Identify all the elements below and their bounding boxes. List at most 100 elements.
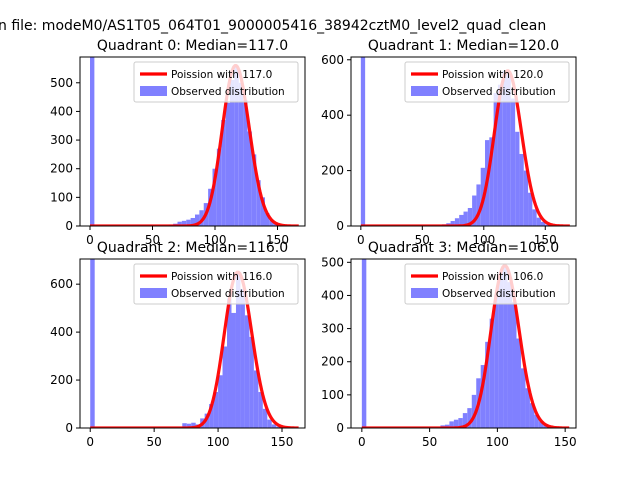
- y-tick-label: 500: [321, 255, 344, 269]
- histogram-bar: [186, 219, 191, 226]
- histogram-bar: [529, 403, 535, 428]
- histogram-bar: [545, 224, 550, 226]
- poisson-curve: [360, 69, 571, 226]
- x-tick-label: 0: [358, 435, 366, 449]
- legend-label: Poission with 120.0: [442, 69, 543, 81]
- histogram-bar: [360, 57, 366, 226]
- legend-label: Observed distribution: [442, 86, 556, 98]
- legend-label: Poission with 116.0: [171, 271, 272, 283]
- y-tick-label: 100: [321, 388, 344, 402]
- y-tick-label: 400: [50, 325, 73, 339]
- histogram-bar: [497, 84, 503, 226]
- histogram-bar: [444, 424, 450, 428]
- y-tick-label: 400: [321, 108, 344, 122]
- y-tick-label: 100: [50, 190, 73, 204]
- legend-label: Poission with 106.0: [442, 271, 543, 283]
- subplot-2: 0 50 100 150 0 200 400 600 Quadrant 2: Median=11…: [50, 240, 306, 449]
- y-tick-label: 200: [321, 164, 344, 178]
- histogram-bar: [515, 131, 520, 226]
- histogram-bar: [532, 209, 537, 226]
- legend-bar-swatch: [140, 86, 167, 96]
- histogram-bar: [195, 214, 200, 226]
- legend-label: Observed distribution: [171, 288, 285, 300]
- axes-frame: [79, 258, 306, 429]
- histogram-bar: [177, 221, 182, 226]
- histogram-bar: [260, 197, 265, 226]
- y-tick-label: 400: [321, 288, 344, 302]
- y-tick-label: 500: [50, 76, 73, 90]
- histogram-bar: [265, 213, 270, 226]
- histogram-bar: [271, 424, 277, 428]
- plot-area: [361, 259, 570, 428]
- axes-frame: [79, 56, 306, 227]
- histogram-bar: [186, 423, 192, 428]
- y-tick-label: 0: [65, 421, 73, 435]
- histogram-bar: [510, 98, 516, 226]
- histogram-bar: [459, 214, 464, 226]
- histogram-bar: [216, 148, 222, 226]
- plot-area: [360, 57, 571, 226]
- subplot-title: Quadrant 2: Median=116.0: [97, 240, 288, 256]
- histogram-bar: [90, 259, 95, 428]
- histogram-bar: [506, 73, 511, 226]
- histogram-bar: [199, 210, 204, 226]
- histogram-bar: [243, 99, 248, 226]
- histogram-bar: [489, 137, 494, 226]
- histogram-bar: [256, 180, 261, 226]
- histogram-bar: [498, 272, 504, 428]
- histogram-bar: [213, 392, 219, 428]
- histogram-bar: [525, 388, 530, 428]
- x-tick-label: 100: [204, 233, 227, 247]
- subplot-1: 0 50 100 150 0 200 400 600 Quadrant 1: Median=12…: [321, 38, 577, 247]
- plot-area: [89, 259, 299, 428]
- legend: Poission with 106.0 Observed distribution: [404, 263, 570, 305]
- histogram-bar: [523, 170, 529, 226]
- y-tick-label: 0: [336, 421, 344, 435]
- legend-bar-swatch: [140, 288, 167, 298]
- poisson-curve: [89, 270, 299, 428]
- histogram-bar: [467, 207, 473, 226]
- histogram-bar: [476, 184, 481, 226]
- x-tick-label: 100: [207, 435, 230, 449]
- histogram-bar: [502, 70, 507, 226]
- legend-box: [404, 263, 570, 305]
- histogram-bar: [253, 370, 259, 428]
- histogram-bar: [463, 211, 468, 226]
- histogram-bar: [251, 154, 257, 226]
- histogram-bar: [462, 413, 468, 428]
- x-tick-label: 150: [554, 435, 577, 449]
- x-tick-label: 50: [147, 435, 162, 449]
- poisson-curve: [89, 63, 300, 226]
- x-tick-label: 150: [534, 233, 557, 247]
- y-tick-label: 0: [65, 219, 73, 233]
- y-tick-label: 400: [50, 104, 73, 118]
- histogram-bar: [231, 312, 236, 428]
- histogram-bar: [520, 368, 526, 428]
- axes-frame: [350, 258, 577, 429]
- histogram-bar: [234, 65, 239, 226]
- y-tick-label: 200: [321, 355, 344, 369]
- histogram-bar: [512, 302, 517, 428]
- histogram-bar: [212, 168, 217, 226]
- legend-label: Poission with 117.0: [171, 69, 272, 81]
- histogram-bar: [471, 394, 477, 428]
- histogram-bar: [485, 341, 490, 428]
- x-tick-label: 100: [472, 233, 495, 247]
- x-tick-label: 100: [486, 435, 509, 449]
- histogram-bar: [240, 288, 245, 428]
- axes-frame: [350, 56, 577, 227]
- histogram-bar: [536, 217, 541, 226]
- subplot-title: Quadrant 1: Median=120.0: [368, 38, 559, 54]
- y-tick-label: 0: [336, 219, 344, 233]
- histogram-bar: [538, 421, 544, 428]
- histogram-bar: [267, 419, 272, 428]
- plot-area: [89, 57, 300, 226]
- subplot-title: Quadrant 3: Median=106.0: [368, 240, 559, 256]
- histogram-bar: [269, 220, 274, 226]
- legend-box: [404, 61, 570, 103]
- x-tick-label: 0: [86, 435, 94, 449]
- histogram-bar: [225, 102, 230, 226]
- subplot-3: 0 50 100 150 0 100 200 300 400 500 Quadrant 3: Med…: [321, 240, 577, 449]
- histogram-bar: [493, 93, 498, 226]
